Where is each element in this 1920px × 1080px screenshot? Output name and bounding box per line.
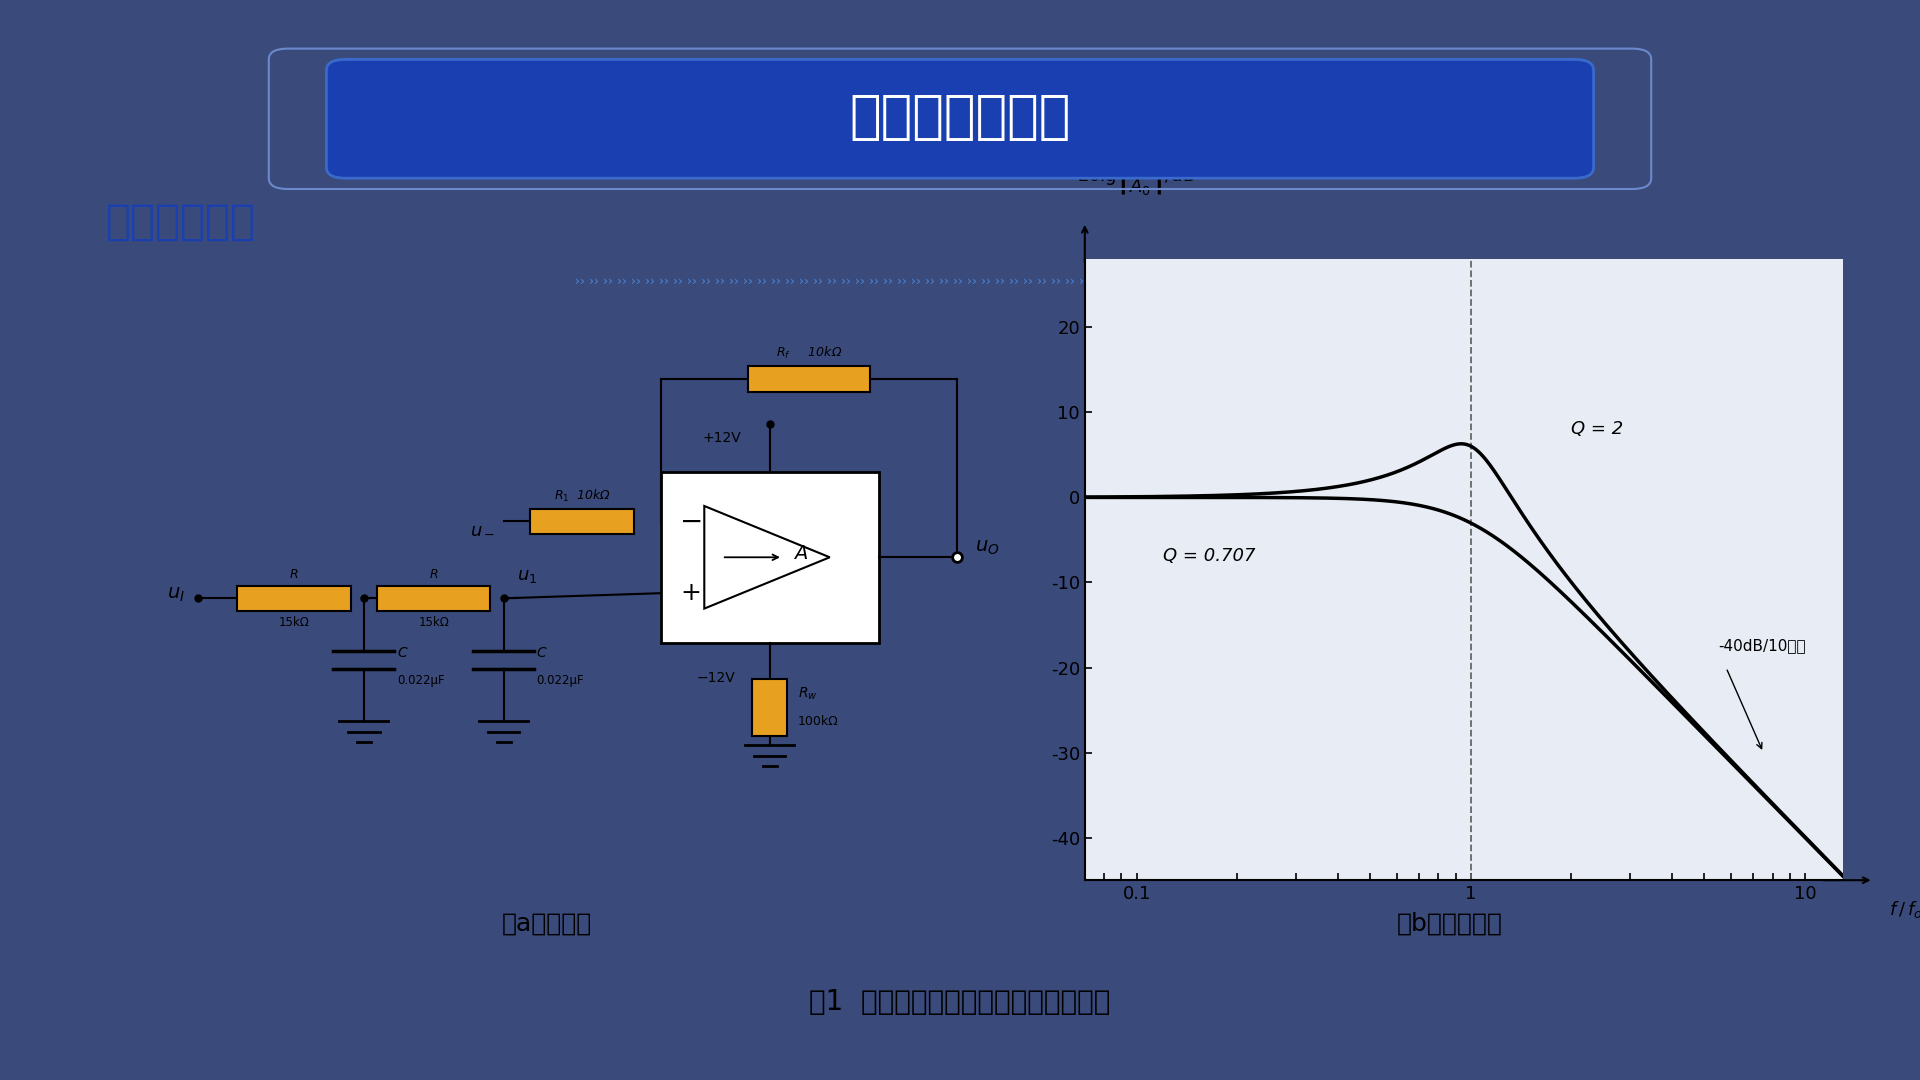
Text: 0.022μF: 0.022μF bbox=[538, 674, 584, 687]
Text: 三、实验电路: 三、实验电路 bbox=[106, 201, 255, 242]
Polygon shape bbox=[705, 505, 829, 608]
Text: -40dB/10倍频: -40dB/10倍频 bbox=[1718, 638, 1807, 653]
Text: −: − bbox=[680, 508, 703, 536]
Text: $20\mathrm{lg}\left|\dfrac{A_u}{A_0}\right|$/dB: $20\mathrm{lg}\left|\dfrac{A_u}{A_0}\rig… bbox=[1077, 156, 1196, 197]
Text: +: + bbox=[682, 581, 701, 605]
Text: $R$: $R$ bbox=[428, 567, 438, 581]
Text: $R_1$  10kΩ: $R_1$ 10kΩ bbox=[553, 487, 611, 503]
Text: $u_-$: $u_-$ bbox=[470, 519, 495, 537]
Text: $R_w$: $R_w$ bbox=[797, 686, 818, 702]
Text: 15kΩ: 15kΩ bbox=[419, 616, 449, 630]
Text: 15kΩ: 15kΩ bbox=[278, 616, 309, 630]
Bar bbox=[753, 679, 787, 737]
Text: A: A bbox=[795, 544, 808, 564]
Bar bbox=[530, 509, 634, 534]
Text: ›› ›› ›› ›› ›› ›› ›› ›› ›› ›› ›› ›› ›› ›› ›› ›› ›› ›› ›› ›› ›› ›› ›› ›› ›› ›› ››: ›› ›› ›› ›› ›› ›› ›› ›› ›› ›› ›› ›› ›› ›… bbox=[574, 274, 1346, 287]
Text: Q = 2: Q = 2 bbox=[1571, 420, 1624, 437]
Bar bbox=[749, 366, 870, 392]
Bar bbox=[238, 586, 351, 610]
Text: 100kΩ: 100kΩ bbox=[797, 715, 839, 728]
Text: C: C bbox=[538, 646, 547, 660]
Text: $u_O$: $u_O$ bbox=[975, 538, 1000, 556]
Text: C: C bbox=[397, 646, 407, 660]
Text: $u_1$: $u_1$ bbox=[516, 567, 538, 584]
Text: Q = 0.707: Q = 0.707 bbox=[1164, 548, 1256, 565]
Text: 0.022μF: 0.022μF bbox=[397, 674, 445, 687]
Text: $f\,/\,f_o$: $f\,/\,f_o$ bbox=[1889, 899, 1920, 920]
Bar bbox=[376, 586, 490, 610]
Text: （a）电路图: （a）电路图 bbox=[501, 912, 593, 935]
Text: $R_f$     10kΩ: $R_f$ 10kΩ bbox=[776, 345, 843, 361]
Text: $u_I$: $u_I$ bbox=[167, 585, 184, 605]
Text: （b）幅频响应: （b）幅频响应 bbox=[1396, 912, 1503, 935]
Text: −12V: −12V bbox=[697, 672, 735, 686]
Text: +12V: +12V bbox=[703, 431, 741, 445]
Text: 图1  二阶有源低通滤波器及其幅频响应: 图1 二阶有源低通滤波器及其幅频响应 bbox=[810, 988, 1110, 1016]
Text: $R$: $R$ bbox=[290, 567, 300, 581]
Text: 二阶低通滤波器: 二阶低通滤波器 bbox=[849, 91, 1071, 143]
Bar bbox=[660, 472, 879, 643]
